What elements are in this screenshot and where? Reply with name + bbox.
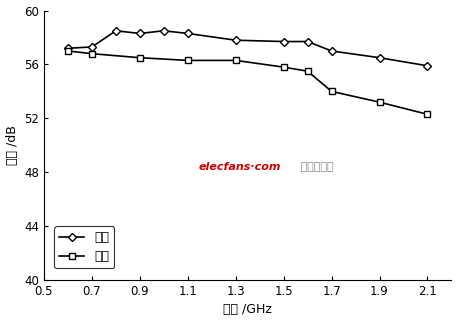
测试 xyxy=(281,65,287,69)
俯真 xyxy=(281,40,287,43)
测试 xyxy=(233,59,239,62)
俯真 xyxy=(137,32,143,35)
测试 xyxy=(185,59,191,62)
测试 xyxy=(89,52,95,56)
俯真 xyxy=(329,49,335,53)
Text: elecfans·com: elecfans·com xyxy=(199,162,282,172)
测试 xyxy=(329,90,335,93)
X-axis label: 頻率 /GHz: 頻率 /GHz xyxy=(223,303,272,317)
俯真 xyxy=(113,29,119,33)
Legend: 俯真, 测试: 俯真, 测试 xyxy=(54,226,114,269)
俯真 xyxy=(89,45,95,49)
Text: 电子发烧友: 电子发烧友 xyxy=(297,162,333,172)
测试 xyxy=(425,112,430,116)
俯真 xyxy=(65,46,71,50)
俯真 xyxy=(161,29,166,33)
俯真 xyxy=(425,64,430,68)
俯真 xyxy=(305,40,310,43)
测试 xyxy=(377,100,382,104)
测试 xyxy=(137,56,143,60)
测试 xyxy=(65,49,71,53)
俯真 xyxy=(233,38,239,42)
测试 xyxy=(305,69,310,73)
Line: 测试: 测试 xyxy=(65,48,430,118)
俯真 xyxy=(185,32,191,35)
Y-axis label: 增益 /dB: 增益 /dB xyxy=(5,125,19,165)
Line: 俯真: 俯真 xyxy=(65,28,430,69)
俯真 xyxy=(377,56,382,60)
